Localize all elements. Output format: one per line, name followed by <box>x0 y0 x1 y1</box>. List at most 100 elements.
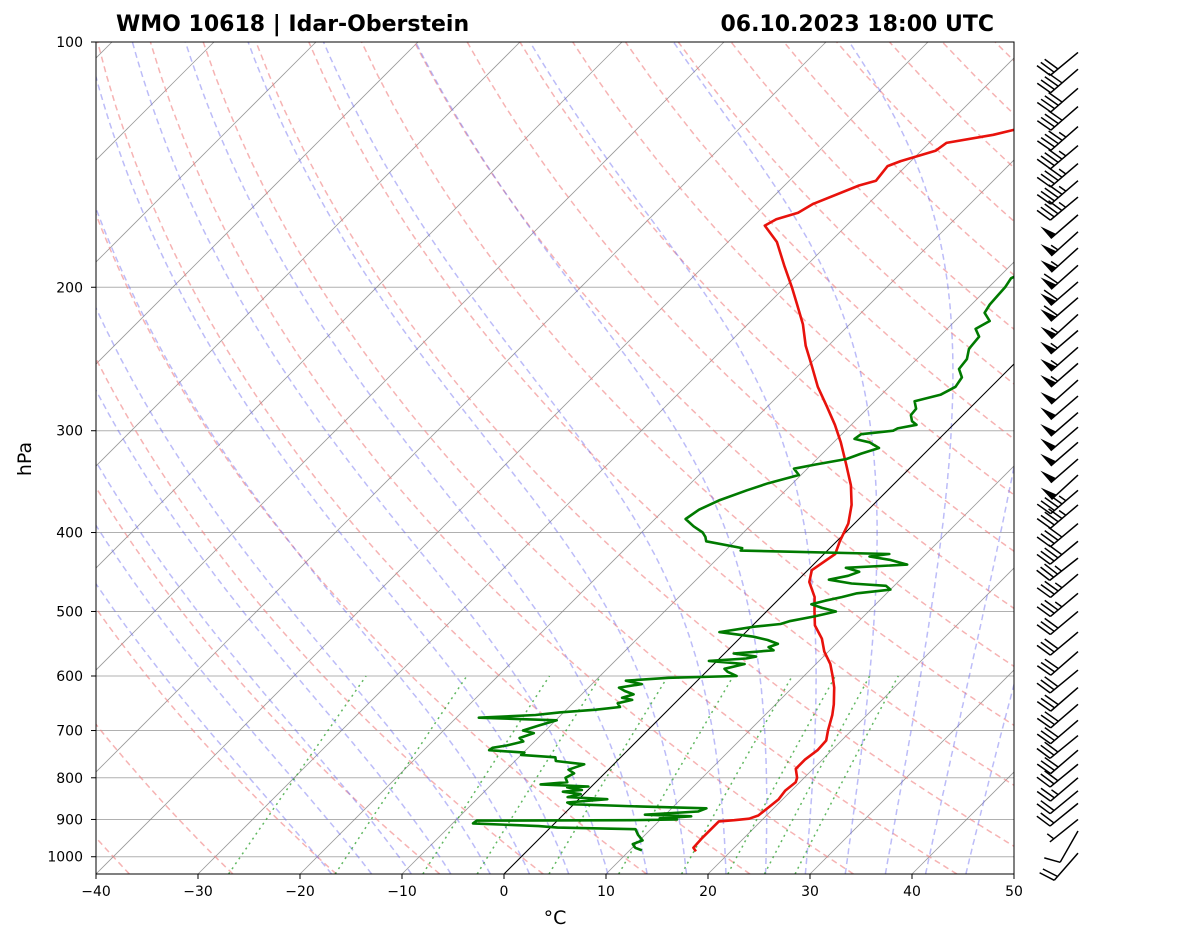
isotherm-line <box>0 42 10 874</box>
wind-barb <box>1036 573 1079 599</box>
mixing-ratio-line <box>618 675 735 874</box>
chart-title-station: WMO 10618 | Idar-Oberstein <box>116 12 469 37</box>
wind-barb <box>1040 297 1079 322</box>
x-axis-label: °C <box>544 907 567 929</box>
wind-barb <box>1036 802 1079 827</box>
wind-barb <box>1036 522 1079 548</box>
mixing-ratio-line <box>548 675 669 874</box>
wind-barb <box>1040 346 1079 372</box>
wind-barb <box>1036 163 1079 188</box>
wind-barb <box>1036 51 1079 76</box>
dry-adiabat <box>624 42 1014 440</box>
dry-adiabat <box>96 723 234 874</box>
x-tick-label: −40 <box>81 884 111 900</box>
wind-barb <box>1040 426 1079 452</box>
dry-adiabat <box>572 42 1014 496</box>
isotherm-line <box>605 465 1014 874</box>
moist-adiabat <box>672 42 878 874</box>
mixing-ratio-line <box>763 675 871 874</box>
wind-barb <box>1040 214 1079 240</box>
mixing-ratio-line <box>680 675 793 874</box>
dry-adiabat <box>202 42 958 874</box>
dry-adiabat <box>96 357 544 874</box>
x-tick-label: 10 <box>597 884 615 900</box>
moist-adiabat <box>965 681 1014 874</box>
y-tick-label: 300 <box>56 424 83 440</box>
wind-barb <box>1036 87 1079 113</box>
mixing-ratio-line <box>794 675 899 874</box>
wind-barb <box>1040 458 1079 484</box>
dewpoint-profile <box>471 275 1014 852</box>
isotherm-line <box>96 42 827 773</box>
wind-barb <box>1036 763 1079 788</box>
y-tick-label: 500 <box>56 604 83 620</box>
isotherm-line <box>707 567 1014 874</box>
y-tick-label: 1000 <box>47 850 83 866</box>
dry-adiabat <box>149 42 854 874</box>
wind-barb <box>1036 540 1079 565</box>
dry-adiabat <box>96 42 751 874</box>
x-tick-label: 0 <box>500 884 509 900</box>
wind-barb <box>1036 777 1079 802</box>
wind-barb <box>1036 68 1079 94</box>
wind-barb <box>1044 830 1079 864</box>
wind-barb <box>1040 362 1079 388</box>
wind-barb <box>1036 592 1079 618</box>
wind-barb <box>1040 264 1079 290</box>
wind-barb <box>1040 231 1079 257</box>
wind-barb <box>1036 126 1079 151</box>
wind-barb <box>1036 687 1079 712</box>
moist-adiabat <box>924 462 1014 874</box>
plot-frame <box>95 41 1015 875</box>
dry-adiabat <box>360 42 1014 727</box>
y-axis-label: hPa <box>14 442 36 476</box>
moist-adiabat <box>96 524 373 874</box>
temperature-profile <box>692 128 1014 853</box>
wind-barb <box>1040 412 1079 437</box>
dry-adiabat <box>96 486 441 874</box>
wind-barb <box>1046 818 1079 843</box>
wind-barb <box>1040 329 1079 355</box>
moist-adiabat <box>848 42 954 874</box>
wind-barbs <box>1036 51 1079 881</box>
wind-barb <box>1040 313 1079 340</box>
isotherm-line <box>197 57 1014 874</box>
moist-adiabat <box>96 206 531 874</box>
x-tick-label: −30 <box>183 884 213 900</box>
isotherm-line <box>503 363 1014 874</box>
wind-barb <box>1036 504 1079 529</box>
wind-barb <box>1040 281 1079 307</box>
wind-barb <box>1040 441 1079 467</box>
wind-barb <box>1036 557 1079 581</box>
chart-title-datetime: 06.10.2023 18:00 UTC <box>720 12 994 37</box>
x-tick-label: 40 <box>903 884 921 900</box>
moist-adiabat <box>96 582 333 874</box>
isotherm-line <box>96 42 725 671</box>
dry-adiabat <box>255 42 1014 848</box>
moist-adiabat <box>247 42 688 874</box>
wind-barb <box>1040 395 1079 421</box>
isotherm-line <box>96 42 317 263</box>
wind-barb <box>1039 852 1079 881</box>
axes: −40 −30 −20 −10 0 10 20 30 40 50 1000 900 800 700 600 5… <box>47 35 1023 900</box>
wind-barb <box>1040 247 1079 273</box>
moist-adiabat <box>96 388 452 874</box>
sounding-profiles <box>471 128 1014 853</box>
wind-barb <box>1036 651 1079 676</box>
moist-adiabat <box>96 306 491 874</box>
wind-barb <box>1040 379 1079 405</box>
x-tick-label: 20 <box>699 884 717 900</box>
isotherm-line <box>1116 42 1181 874</box>
y-tick-label: 400 <box>56 526 83 542</box>
y-tick-label: 600 <box>56 669 83 685</box>
y-tick-label: 200 <box>56 280 83 296</box>
mixing-ratio-line <box>334 675 468 874</box>
isotherm-line <box>299 159 1014 874</box>
dry-adiabat <box>994 42 1014 62</box>
mixing-ratio-line <box>422 675 551 874</box>
wind-barb <box>1036 105 1079 131</box>
zero-isotherm <box>503 363 1014 874</box>
moist-adiabat <box>322 42 727 874</box>
wind-barb <box>1036 631 1079 656</box>
wind-barb <box>1036 703 1079 729</box>
